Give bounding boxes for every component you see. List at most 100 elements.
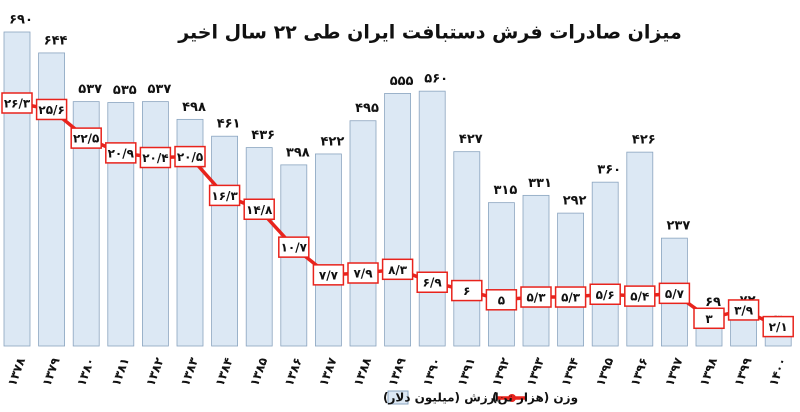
point-value-label: ۷/۹	[353, 267, 373, 281]
point-marker	[485, 289, 518, 311]
bar-value-label: ۵۳۵	[113, 83, 137, 98]
bar	[107, 102, 135, 347]
bar-value-label: ۵۵۵	[390, 74, 414, 89]
point-marker	[105, 142, 137, 164]
point-value-label: ۳/۹	[734, 303, 754, 317]
point-value-label: ۲۰/۵	[177, 150, 203, 164]
x-tick-label: ۱۳۹۶	[628, 356, 651, 388]
bar-value-label: ۴۲۲	[320, 134, 344, 149]
point-value-label: ۱۰/۷	[281, 241, 308, 255]
bar-value-label: ۴۹۸	[182, 100, 206, 115]
point-value-label: ۲۶/۳	[4, 97, 31, 111]
bar	[626, 151, 654, 347]
point-marker	[70, 127, 102, 149]
bar	[453, 151, 481, 347]
x-tick-label: ۱۳۸۶	[282, 356, 305, 388]
point-marker	[243, 198, 275, 221]
x-tick-label: ۱۳۸۸	[351, 355, 374, 388]
point-value-label: ۸/۳	[388, 263, 408, 277]
bar	[245, 147, 273, 347]
point-marker	[381, 258, 414, 281]
bar-value-label: ۳۶۰	[597, 163, 621, 178]
x-tick-label: ۱۳۹۸	[697, 355, 720, 388]
bar-value-label: ۶۴۴	[44, 33, 68, 48]
point-value-label: ۵/۴	[630, 290, 649, 304]
point-marker	[554, 286, 587, 308]
point-value-label: ۲۰/۴	[142, 151, 168, 165]
point-value-label: ۷/۷	[319, 268, 339, 282]
point-marker	[416, 271, 448, 293]
x-tick-label: ۱۳۹۰	[420, 356, 443, 388]
point-value-label: ۵/۶	[596, 288, 615, 302]
x-tick-label: ۱۳۸۱	[109, 356, 132, 388]
x-tick-label: ۱۳۹۹	[732, 355, 755, 388]
bar-value-label: ۶۹۰	[9, 13, 33, 28]
legend-label: وزن (هزار تن)	[492, 391, 578, 406]
legend-swatch	[387, 390, 409, 405]
point-value-label: ۵	[498, 293, 505, 307]
x-tick-label: ۱۳۹۳	[524, 355, 547, 388]
bar-value-label: ۶۹	[705, 295, 721, 310]
bar	[211, 135, 239, 347]
chart-title: میزان صادرات فرش دستبافت ایران طی ۲۲ سال…	[177, 22, 682, 44]
point-marker	[624, 285, 656, 307]
bar	[38, 52, 65, 347]
point-value-label: ۳	[705, 312, 713, 326]
x-tick-label: ۱۳۹۱	[455, 356, 478, 388]
point-value-label: ۵/۷	[665, 287, 685, 301]
bar-value-label: ۳۳۱	[528, 176, 552, 191]
point-value-label: ۲۲/۵	[73, 132, 99, 146]
bar-value-label: ۵۳۷	[78, 82, 102, 97]
bar-value-label: ۴۹۵	[355, 101, 379, 116]
bar-value-label: ۵۶۰	[424, 72, 448, 87]
point-value-label: ۱۴/۸	[246, 203, 273, 217]
bar-value-label: ۲۹۲	[563, 194, 587, 209]
x-tick-label: ۱۳۸۳	[178, 355, 201, 388]
bar-value-label: ۴۲۷	[459, 132, 483, 147]
point-marker	[727, 299, 760, 321]
bar-value-label: ۴۳۶	[251, 128, 275, 143]
x-tick-label: ۱۳۸۴	[213, 356, 236, 388]
point-value-label: ۶/۹	[423, 276, 443, 290]
bar	[557, 212, 584, 347]
point-marker	[139, 146, 172, 169]
x-tick-label: ۱۴۰۰	[766, 356, 789, 388]
bar-value-label: ۵۳۷	[147, 82, 171, 97]
point-marker	[347, 262, 379, 284]
x-tick-label: ۱۳۸۰	[74, 356, 97, 388]
legend-label: ارزش (میلیون دلار)	[383, 391, 499, 406]
point-value-label: ۲۰/۹	[108, 146, 135, 160]
x-tick-label: ۱۳۹۵	[593, 356, 616, 388]
point-value-label: ۲۵/۶	[38, 103, 64, 117]
point-marker	[174, 145, 206, 168]
point-value-label: ۵/۳	[526, 291, 546, 305]
bar	[3, 31, 31, 347]
bar	[314, 153, 342, 347]
point-marker	[762, 315, 794, 338]
x-tick-label: ۱۳۹۷	[662, 355, 685, 388]
point-marker	[520, 286, 552, 308]
bar-value-label: ۴۶۱	[217, 117, 241, 132]
x-tick-label: ۱۳۹۴	[559, 356, 582, 388]
bar	[418, 90, 446, 347]
point-value-label: ۱۶/۳	[211, 189, 238, 203]
bar-value-label: ۳۹۸	[286, 145, 310, 160]
bar	[522, 194, 550, 347]
bar-value-label: ۲۳۷	[666, 219, 690, 234]
point-marker	[451, 279, 483, 302]
x-tick-label: ۱۳۸۲	[143, 355, 166, 388]
x-tick-label: ۱۳۸۷	[316, 355, 339, 388]
x-tick-label: ۱۳۷۹	[40, 355, 63, 388]
bar-value-label: ۴۲۶	[632, 133, 656, 148]
x-tick-label: ۱۳۷۸	[5, 355, 28, 388]
point-marker	[658, 282, 691, 305]
bar	[591, 181, 619, 347]
point-marker	[208, 184, 241, 207]
point-marker	[1, 92, 33, 114]
point-value-label: ۶	[463, 284, 470, 298]
point-marker	[312, 264, 345, 286]
point-marker	[35, 98, 68, 121]
bar	[349, 120, 377, 347]
point-marker	[589, 283, 621, 306]
